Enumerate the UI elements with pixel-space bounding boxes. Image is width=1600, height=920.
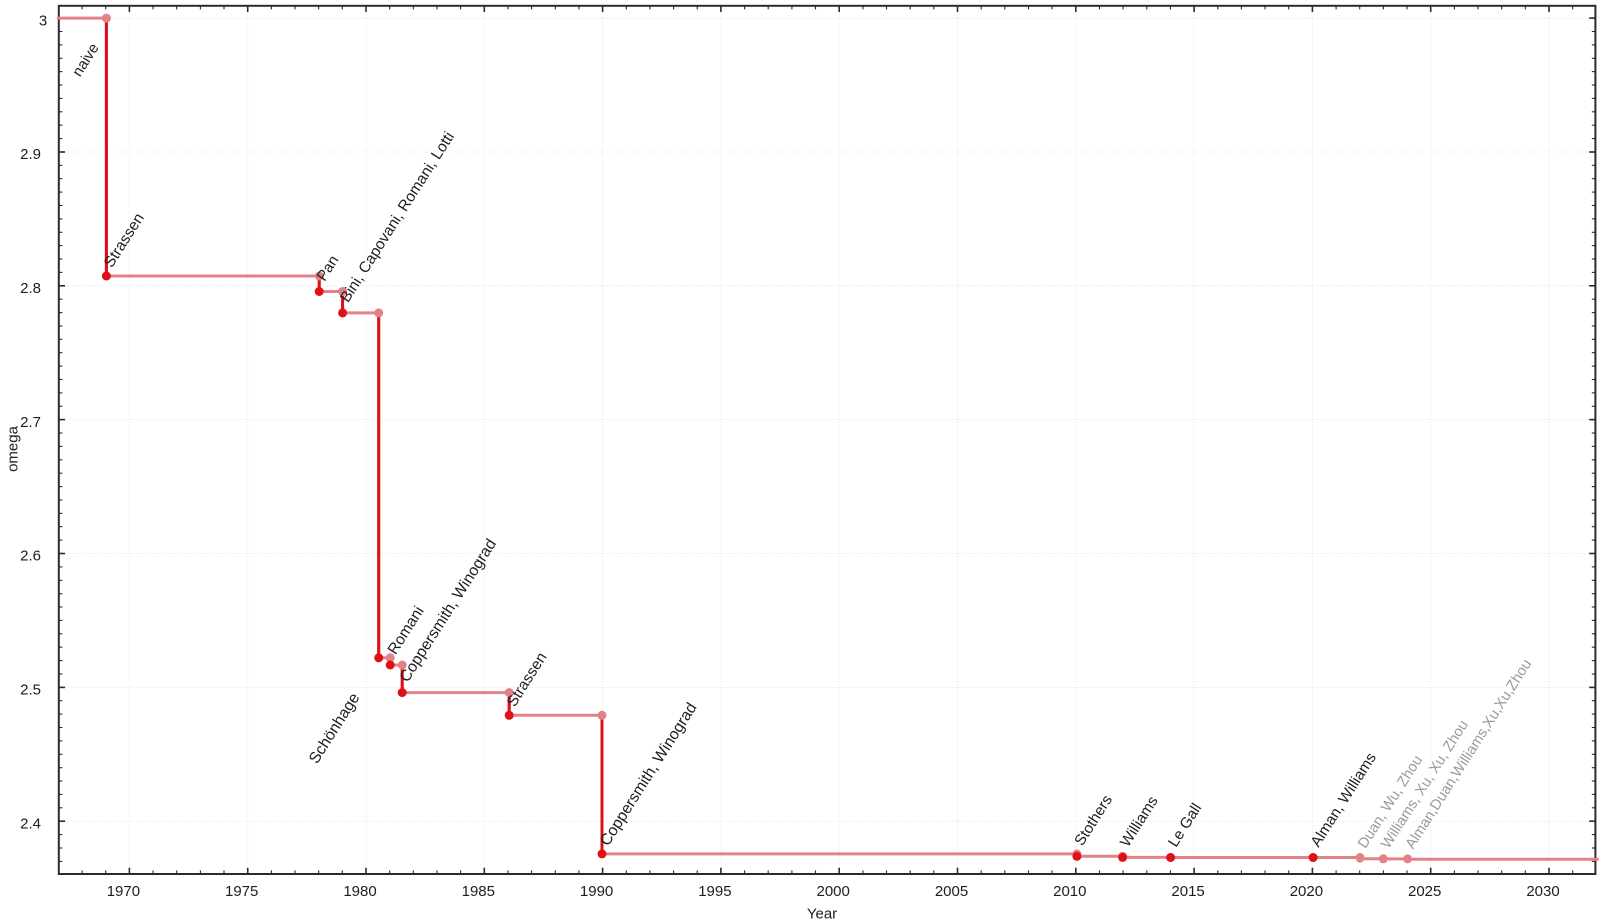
svg-text:2.7: 2.7 (20, 414, 41, 431)
svg-text:2.9: 2.9 (20, 146, 41, 163)
svg-text:Year: Year (807, 906, 837, 920)
svg-text:omega: omega (5, 425, 22, 472)
svg-text:2.4: 2.4 (20, 815, 41, 832)
svg-text:2.6: 2.6 (20, 548, 41, 565)
svg-text:1980: 1980 (343, 883, 376, 900)
svg-text:1970: 1970 (107, 883, 140, 900)
svg-text:2005: 2005 (935, 883, 968, 900)
svg-text:2025: 2025 (1408, 883, 1441, 900)
svg-text:1985: 1985 (462, 883, 495, 900)
svg-text:2000: 2000 (817, 883, 850, 900)
svg-text:3: 3 (39, 12, 47, 29)
svg-text:1995: 1995 (698, 883, 731, 900)
svg-text:2015: 2015 (1171, 883, 1204, 900)
svg-text:2010: 2010 (1053, 883, 1086, 900)
svg-text:2020: 2020 (1290, 883, 1323, 900)
svg-text:1975: 1975 (225, 883, 258, 900)
svg-text:2030: 2030 (1526, 883, 1559, 900)
svg-text:2.8: 2.8 (20, 280, 41, 297)
svg-text:2.5: 2.5 (20, 682, 41, 699)
svg-text:1990: 1990 (580, 883, 613, 900)
